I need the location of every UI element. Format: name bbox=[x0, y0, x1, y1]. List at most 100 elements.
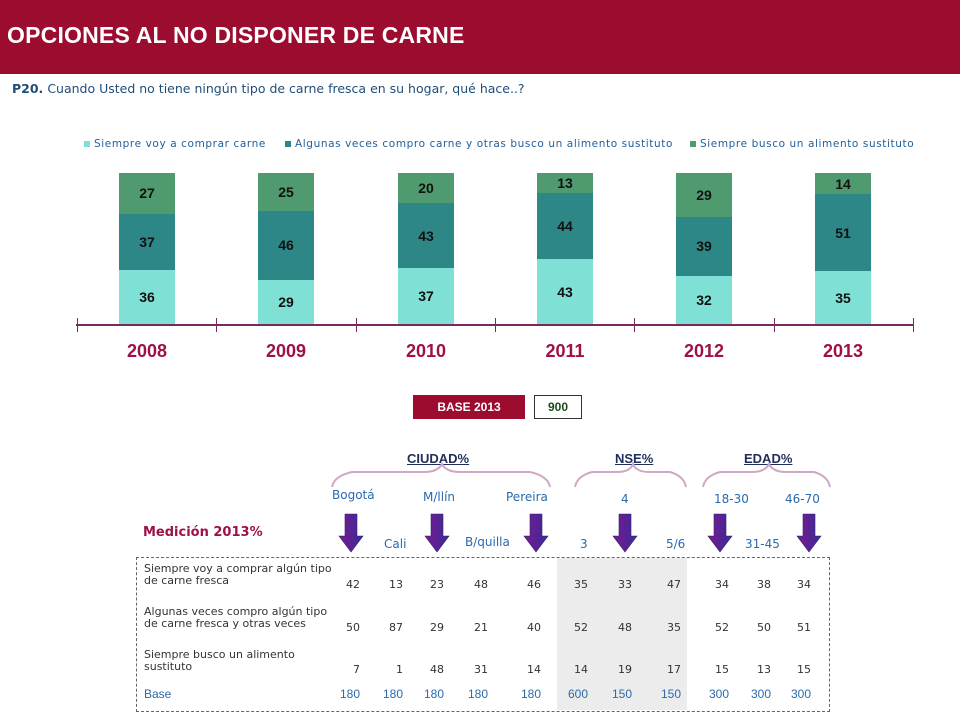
x-axis-tick bbox=[773, 318, 775, 332]
x-axis-tick bbox=[355, 318, 357, 332]
bar-2009-series-1: 29 bbox=[258, 280, 314, 324]
table-cell-r2-c2: 87 bbox=[389, 621, 403, 634]
data-label-2012-series-3: 29 bbox=[696, 186, 712, 203]
table-title: Medición 2013% bbox=[143, 525, 263, 540]
base-cell-c5: 180 bbox=[520, 687, 541, 701]
question-line: P20. Cuando Usted no tiene ningún tipo de… bbox=[12, 81, 525, 96]
bar-2013-series-1: 35 bbox=[815, 271, 871, 324]
sub-barranquilla: B/quilla bbox=[465, 535, 510, 549]
data-label-2010-series-2: 43 bbox=[418, 227, 434, 244]
data-label-2011-series-2: 44 bbox=[557, 217, 573, 234]
brace-nse bbox=[574, 461, 687, 488]
question-text: Cuando Usted no tiene ningún tipo de car… bbox=[47, 81, 525, 96]
table-cell-r2-c1: 50 bbox=[346, 621, 360, 634]
legend-swatch-2 bbox=[285, 141, 291, 147]
table-cell-r1-c6: 35 bbox=[574, 578, 588, 591]
title-bar: OPCIONES AL NO DISPONER DE CARNE bbox=[0, 0, 960, 74]
sub-edad-31-45: 31-45 bbox=[745, 537, 780, 551]
table-cell-r3-c7: 19 bbox=[618, 663, 632, 676]
base-row-label: Base bbox=[144, 687, 172, 701]
bar-2010-series-1: 37 bbox=[398, 268, 454, 324]
bar-2008-series-2: 37 bbox=[119, 213, 175, 270]
data-label-2009-series-3: 25 bbox=[278, 183, 294, 200]
table-cell-r2-c3: 29 bbox=[430, 621, 444, 634]
sub-edad-18-30: 18-30 bbox=[714, 492, 749, 506]
bar-2009-series-2: 46 bbox=[258, 210, 314, 281]
row-label-2-line2: de carne fresca y otras veces bbox=[144, 617, 306, 630]
legend-item-1: Siempre voy a comprar carne bbox=[84, 138, 266, 150]
table-cell-r2-c7: 48 bbox=[618, 621, 632, 634]
table-cell-r1-c2: 13 bbox=[389, 578, 403, 591]
table-cell-r3-c1: 7 bbox=[353, 663, 360, 676]
arrow-nse-4 bbox=[612, 513, 638, 553]
arrow-edad-46-70 bbox=[796, 513, 822, 553]
base-cell-c8: 150 bbox=[660, 687, 681, 701]
data-label-2009-series-2: 46 bbox=[278, 237, 294, 254]
base-cell-c1: 180 bbox=[339, 687, 360, 701]
data-label-2011-series-1: 43 bbox=[557, 283, 573, 300]
base-cell-c2: 180 bbox=[382, 687, 403, 701]
bar-2012-series-3: 29 bbox=[676, 173, 732, 217]
data-label-2013-series-3: 14 bbox=[835, 175, 851, 192]
data-table-frame bbox=[136, 557, 830, 712]
bar-2012-series-2: 39 bbox=[676, 216, 732, 276]
sub-cali: Cali bbox=[384, 537, 407, 551]
x-axis-tick bbox=[912, 318, 914, 332]
base-value: 900 bbox=[534, 395, 582, 419]
base-label: BASE 2013 bbox=[413, 395, 525, 419]
bar-2011-series-3: 13 bbox=[537, 173, 593, 193]
bar-2013-series-3: 14 bbox=[815, 173, 871, 195]
nse-shaded-column bbox=[557, 558, 687, 710]
x-tick-label-2010: 2010 bbox=[405, 341, 447, 361]
bar-2013-series-2: 51 bbox=[815, 194, 871, 272]
table-cell-r3-c3: 48 bbox=[430, 663, 444, 676]
table-cell-r1-c7: 33 bbox=[618, 578, 632, 591]
page-title: OPCIONES AL NO DISPONER DE CARNE bbox=[7, 22, 465, 48]
table-cell-r1-c5: 46 bbox=[527, 578, 541, 591]
bar-2010-series-2: 43 bbox=[398, 203, 454, 269]
sub-medellin: M/llín bbox=[423, 490, 456, 504]
table-cell-r2-c6: 52 bbox=[574, 621, 588, 634]
base-cell-c11: 300 bbox=[790, 687, 811, 701]
table-cell-r2-c8: 35 bbox=[667, 621, 681, 634]
table-cell-r3-c2: 1 bbox=[396, 663, 403, 676]
row-label-3: Siempre busco un alimento sustituto bbox=[144, 649, 295, 673]
sub-nse-3: 3 bbox=[580, 537, 588, 551]
group-title-nse: NSE% bbox=[615, 451, 654, 466]
table-cell-r3-c11: 15 bbox=[797, 663, 811, 676]
table-cell-r2-c10: 50 bbox=[757, 621, 771, 634]
x-tick-label-2011: 2011 bbox=[545, 341, 585, 361]
data-label-2009-series-1: 29 bbox=[278, 294, 294, 311]
data-label-2013-series-1: 35 bbox=[835, 289, 851, 306]
table-cell-r3-c10: 13 bbox=[757, 663, 771, 676]
legend-item-2: Algunas veces compro carne y otras busco… bbox=[285, 138, 673, 150]
row-label-3-line1: Siempre busco un alimento bbox=[144, 648, 295, 661]
sub-bogota: Bogotá bbox=[332, 488, 375, 502]
base-cell-c6: 600 bbox=[567, 687, 588, 701]
data-label-2013-series-2: 51 bbox=[835, 224, 851, 241]
arrow-medellin bbox=[424, 513, 450, 553]
x-tick-label-2009: 2009 bbox=[265, 341, 307, 361]
table-cell-r2-c9: 52 bbox=[715, 621, 729, 634]
data-label-2008-series-1: 36 bbox=[139, 288, 155, 305]
table-cell-r1-c10: 38 bbox=[757, 578, 771, 591]
row-label-3-line2: sustituto bbox=[144, 660, 193, 673]
table-cell-r1-c3: 23 bbox=[430, 578, 444, 591]
data-label-2008-series-3: 27 bbox=[139, 185, 155, 202]
bar-2012-series-1: 32 bbox=[676, 275, 732, 324]
row-label-1: Siempre voy a comprar algún tipo de carn… bbox=[144, 563, 332, 587]
row-label-2-line1: Algunas veces compro algún tipo bbox=[144, 605, 328, 618]
table-cell-r1-c4: 48 bbox=[474, 578, 488, 591]
table-cell-r3-c4: 31 bbox=[474, 663, 488, 676]
legend-swatch-1 bbox=[84, 141, 90, 147]
row-label-1-line1: Siempre voy a comprar algún tipo bbox=[144, 562, 332, 575]
data-label-2010-series-3: 20 bbox=[418, 180, 434, 197]
x-axis-tick bbox=[77, 318, 78, 332]
table-cell-r2-c11: 51 bbox=[797, 621, 811, 634]
base-cell-c3: 180 bbox=[423, 687, 444, 701]
data-label-2008-series-2: 37 bbox=[139, 233, 155, 250]
table-cell-r3-c6: 14 bbox=[574, 663, 588, 676]
sub-nse-56: 5/6 bbox=[666, 537, 686, 551]
row-label-1-line2: de carne fresca bbox=[144, 574, 230, 587]
